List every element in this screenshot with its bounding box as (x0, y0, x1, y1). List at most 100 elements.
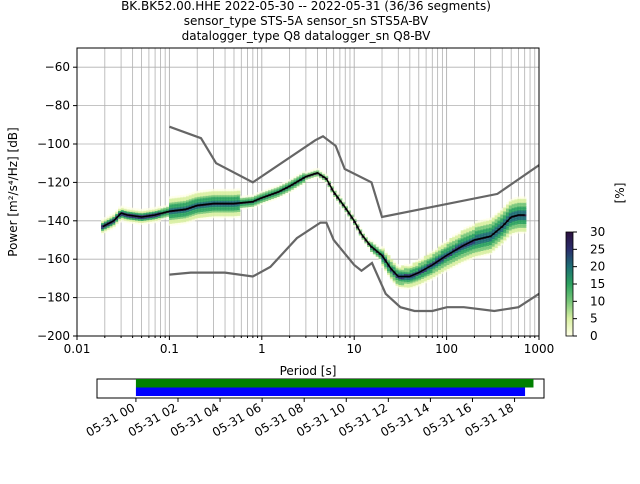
pdf-cell (480, 234, 484, 238)
pdf-cell (103, 220, 108, 224)
pdf-cell (474, 255, 479, 259)
pdf-cell (503, 212, 507, 216)
pdf-cell (488, 250, 493, 253)
pdf-cell (477, 243, 482, 246)
pdf-cell (435, 251, 439, 255)
pdf-cell (259, 194, 264, 198)
pdf-cell (404, 286, 408, 290)
pdf-cell (452, 236, 456, 240)
pdf-cell (214, 204, 218, 207)
pdf-cell (398, 269, 402, 272)
pdf-cell (483, 230, 487, 234)
pdf-cell (460, 234, 465, 237)
pdf-cell (169, 198, 173, 201)
pdf-cell (279, 194, 283, 198)
pdf-cell (486, 225, 490, 229)
pdf-cell (256, 194, 261, 197)
pdf-cell (225, 211, 230, 215)
pdf-cell (449, 262, 453, 266)
pdf-cell (477, 252, 482, 256)
pdf-cell (202, 216, 207, 220)
pdf-cell (239, 205, 244, 208)
pdf-cell (469, 251, 473, 255)
pdf-cell (449, 253, 453, 256)
pdf-cell (483, 226, 487, 230)
pdf-cell (177, 199, 181, 202)
pdf-cell (197, 192, 201, 196)
pdf-cell (520, 217, 524, 221)
pdf-cell (217, 213, 221, 217)
pdf-cell (219, 215, 224, 219)
pdf-cell (245, 204, 249, 208)
pdf-cell (307, 177, 312, 181)
pdf-cell (137, 216, 142, 219)
pdf-cell (268, 199, 272, 202)
pdf-cell (214, 188, 218, 192)
pdf-cell (129, 215, 133, 218)
pdf-cell (186, 216, 190, 220)
pdf-cell (463, 248, 467, 251)
pdf-cell (455, 260, 459, 263)
pdf-cell (440, 254, 445, 257)
pdf-cell (188, 210, 193, 213)
pdf-cell (494, 247, 499, 251)
pdf-cell (505, 207, 510, 211)
pdf-cell (392, 274, 397, 277)
pdf-cell (486, 243, 490, 246)
pdf-cell (472, 244, 476, 248)
pdf-cell (135, 221, 139, 225)
pdf-cell (327, 186, 332, 190)
pdf-cell (375, 254, 380, 257)
pdf-cell (319, 169, 323, 173)
pdf-cell (409, 267, 414, 270)
pdf-cell (429, 274, 433, 277)
colorbar (565, 231, 574, 337)
pdf-cell (276, 192, 281, 196)
pdf-cell (186, 205, 190, 208)
pdf-cell (440, 267, 445, 271)
pdf-cell (333, 196, 337, 199)
pdf-cell (194, 210, 198, 213)
pdf-cell (409, 286, 414, 290)
pdf-cell (418, 273, 422, 277)
pdf-cell (214, 215, 218, 219)
pdf-cell (443, 260, 448, 263)
pdf-cell (324, 173, 329, 177)
pdf-cell (143, 214, 147, 217)
pdf-cell (214, 198, 218, 201)
pdf-cell (197, 207, 201, 211)
pdf-cell (186, 195, 190, 199)
pdf-cell (228, 211, 232, 215)
pdf-cell (313, 168, 317, 172)
pdf-cell (477, 231, 482, 235)
pdf-cell (389, 261, 394, 264)
timeline-tick-label: 05-31 18 (462, 400, 516, 439)
pdf-cell (446, 243, 450, 246)
pdf-cell (285, 192, 289, 195)
pdf-cell (228, 213, 232, 217)
pdf-cell (472, 254, 476, 257)
pdf-cell (418, 271, 422, 275)
pdf-cell (200, 192, 204, 195)
pdf-cell (522, 202, 527, 205)
pdf-cell (109, 225, 113, 229)
pdf-cell (375, 252, 380, 255)
pdf-cell (248, 202, 252, 206)
pdf-cell (491, 219, 496, 222)
pdf-cell (452, 255, 456, 259)
pdf-cell (350, 214, 354, 217)
pdf-cell (171, 203, 176, 207)
pdf-cell (472, 250, 476, 254)
pdf-cell (452, 265, 456, 268)
pdf-cell (202, 214, 207, 218)
pdf-cell (401, 273, 405, 276)
pdf-cell (239, 207, 244, 210)
pdf-cell (497, 241, 501, 244)
pdf-cell (225, 207, 230, 211)
pdf-cell (353, 218, 357, 222)
pdf-cell (262, 189, 266, 193)
pdf-cell (418, 266, 422, 269)
pdf-cell (443, 263, 448, 267)
pdf-cell (327, 184, 332, 188)
pdf-cell (457, 249, 462, 252)
